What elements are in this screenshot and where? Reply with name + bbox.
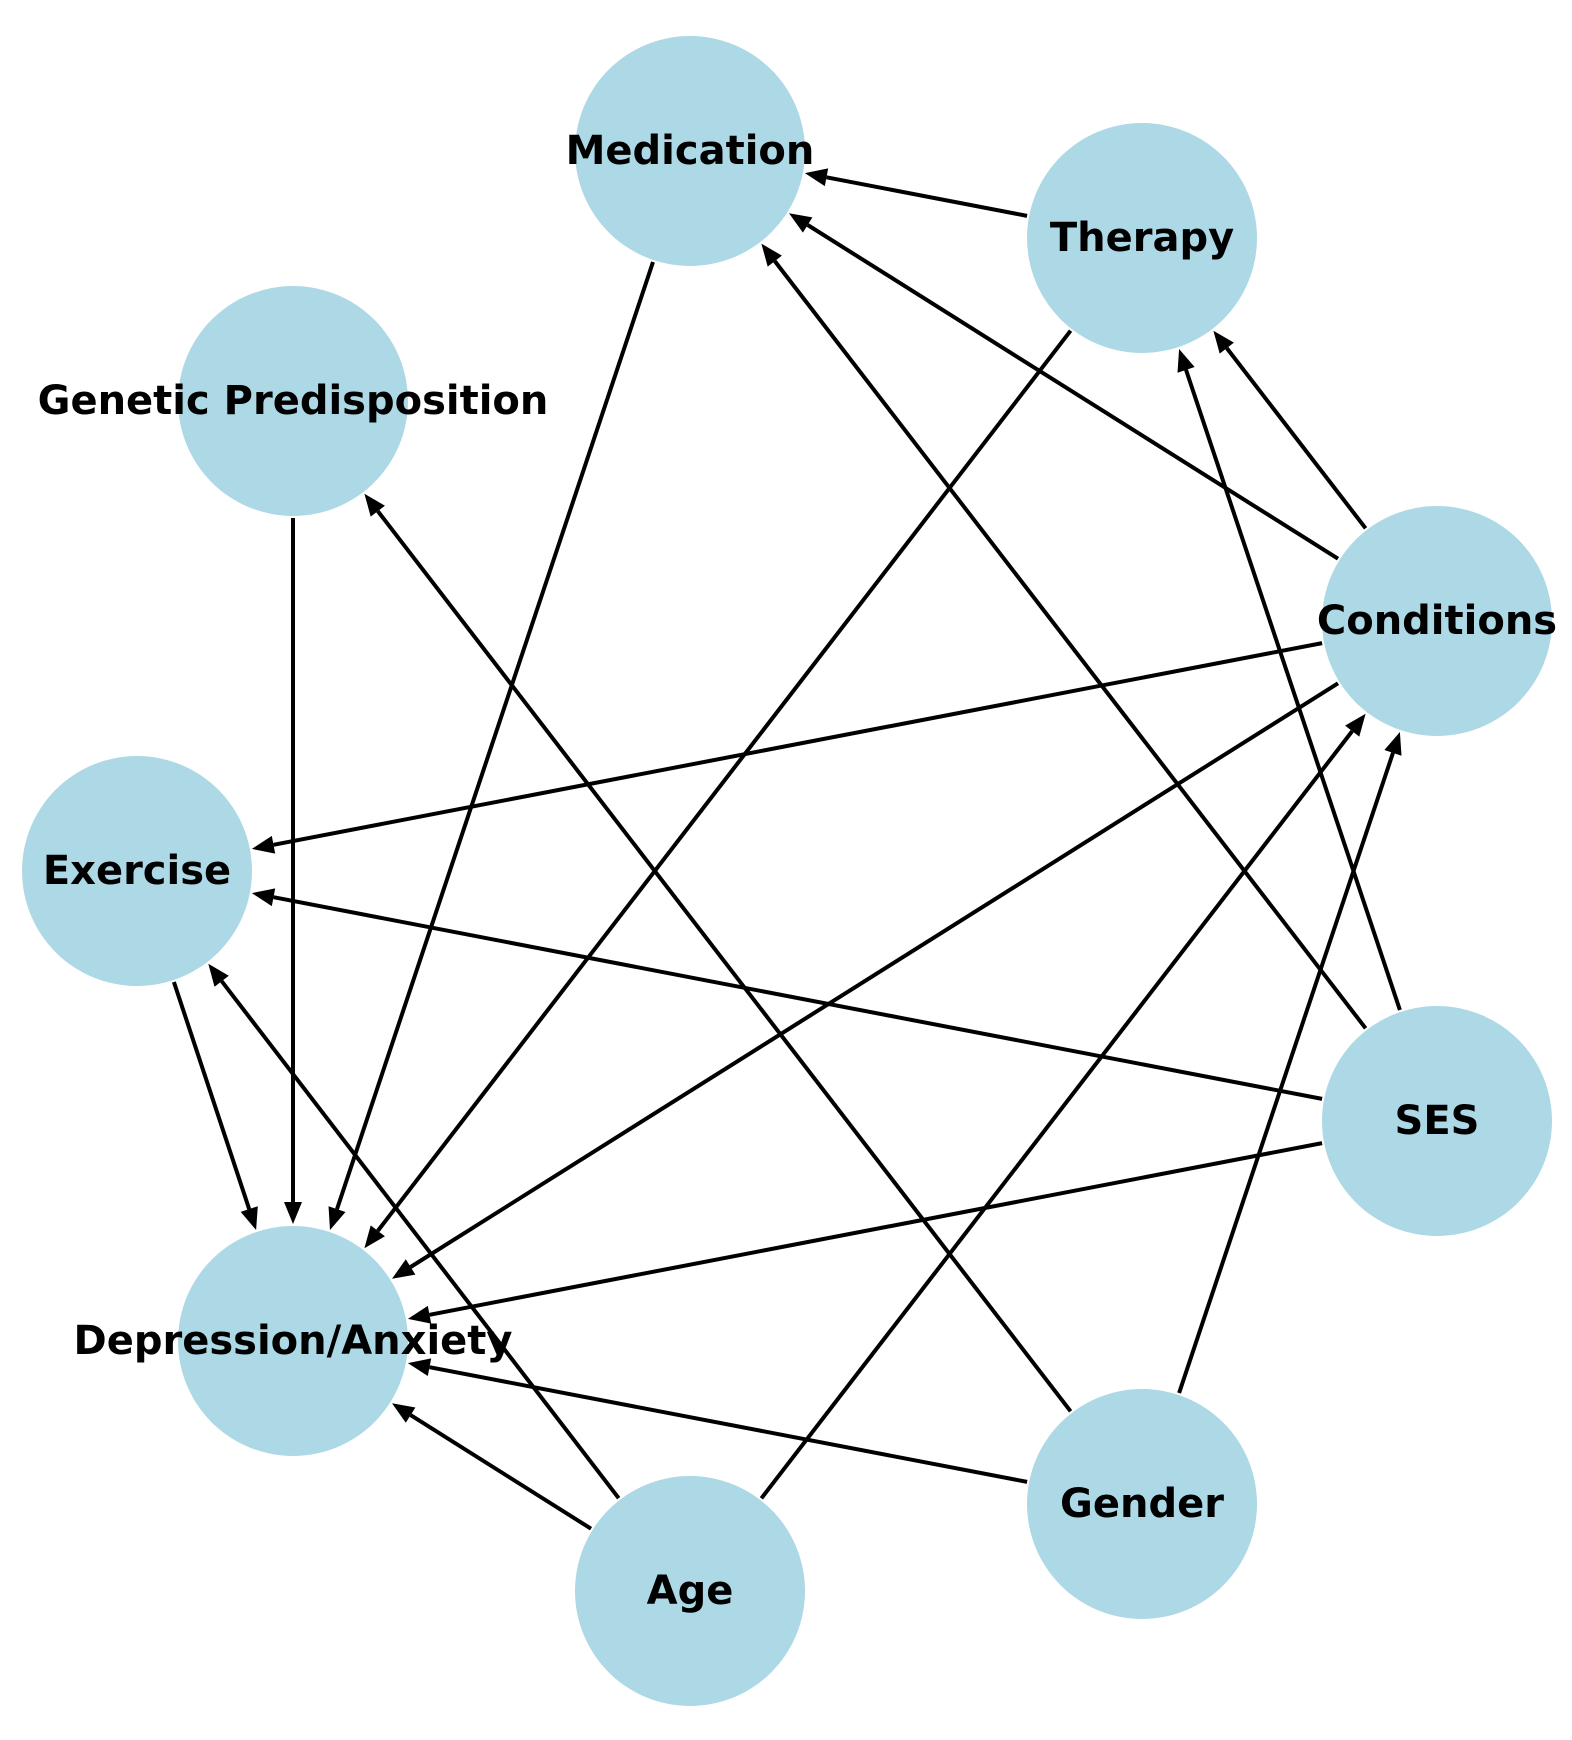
edge-line — [335, 261, 655, 1210]
edge-ses-to-therapy — [1177, 349, 1402, 1011]
edge-age-to-depression — [392, 1403, 593, 1531]
edge-ses-to-medication — [761, 243, 1368, 1030]
edge-line — [409, 681, 1340, 1269]
node-circle — [22, 756, 252, 986]
node-label: Age — [647, 1568, 734, 1614]
node-depression: Depression/Anxiety — [74, 1226, 513, 1456]
edge-line — [220, 979, 621, 1500]
edge-conditions-to-depression — [392, 681, 1340, 1279]
node-label: Exercise — [43, 848, 231, 894]
arrowhead-icon — [251, 835, 276, 854]
edge-gender-to-depression — [407, 1358, 1028, 1484]
edge-line — [1184, 369, 1402, 1011]
edge-line — [759, 729, 1354, 1500]
edge-gender-to-conditions — [1177, 732, 1402, 1394]
node-circle — [178, 1226, 408, 1456]
arrowhead-icon — [1384, 732, 1402, 756]
edge-line — [773, 259, 1368, 1030]
arrowhead-icon — [208, 963, 229, 987]
edge-gender-to-genetic — [364, 493, 1073, 1413]
node-circle — [1027, 1389, 1257, 1619]
node-circle — [1322, 1006, 1552, 1236]
node-circle — [1027, 123, 1257, 353]
edge-line — [1225, 346, 1368, 530]
node-age: Age — [575, 1476, 805, 1706]
edges-layer — [172, 168, 1402, 1531]
arrowhead-icon — [1345, 713, 1366, 737]
edge-line — [806, 223, 1340, 561]
node-genetic: Genetic Predisposition — [38, 286, 549, 516]
edge-line — [429, 1365, 1028, 1484]
edge-line — [409, 1413, 593, 1531]
arrowhead-icon — [1177, 349, 1195, 373]
node-label: Depression/Anxiety — [74, 1318, 513, 1364]
arrowhead-icon — [251, 888, 276, 907]
edge-line — [376, 509, 1073, 1413]
arrowhead-icon — [392, 1403, 416, 1423]
edge-line — [826, 175, 1028, 218]
edge-conditions-to-therapy — [1213, 330, 1368, 530]
edge-line — [429, 1141, 1323, 1317]
edge-medication-to-depression — [328, 261, 655, 1230]
arrowhead-icon — [1213, 330, 1234, 354]
arrowhead-icon — [240, 1206, 258, 1230]
node-label: Gender — [1060, 1481, 1224, 1527]
arrowhead-icon — [789, 213, 813, 233]
arrowhead-icon — [364, 1225, 385, 1249]
node-circle — [178, 286, 408, 516]
node-circle — [575, 1476, 805, 1706]
arrowhead-icon — [284, 1202, 302, 1224]
edge-age-to-exercise — [208, 963, 621, 1500]
node-therapy: Therapy — [1027, 123, 1257, 353]
node-circle — [1322, 506, 1552, 736]
arrowhead-icon — [761, 243, 782, 267]
edge-therapy-to-depression — [364, 329, 1073, 1249]
arrowhead-icon — [407, 1305, 432, 1324]
arrowhead-icon — [364, 493, 385, 517]
arrowhead-icon — [392, 1259, 416, 1279]
edge-genetic-to-depression — [284, 518, 302, 1224]
node-circle — [575, 36, 805, 266]
node-gender: Gender — [1027, 1389, 1257, 1619]
edge-exercise-to-depression — [172, 981, 258, 1230]
node-label: Therapy — [1050, 215, 1234, 261]
edge-line — [273, 895, 1323, 1101]
edge-conditions-to-exercise — [251, 641, 1323, 854]
edge-line — [376, 329, 1073, 1233]
edge-ses-to-exercise — [251, 888, 1323, 1101]
arrowhead-icon — [328, 1206, 346, 1230]
nodes-layer: Medication Therapy Genetic Predisposition C… — [22, 36, 1557, 1706]
node-label: Medication — [566, 128, 815, 174]
edge-therapy-to-medication — [804, 168, 1028, 218]
edge-line — [1177, 752, 1395, 1394]
node-ses: SES — [1322, 1006, 1552, 1236]
edge-line — [273, 641, 1323, 847]
node-medication: Medication — [566, 36, 815, 266]
node-label: Genetic Predisposition — [38, 378, 549, 424]
arrowhead-icon — [407, 1358, 432, 1376]
edge-line — [172, 981, 252, 1210]
node-conditions: Conditions — [1317, 506, 1557, 736]
node-exercise: Exercise — [22, 756, 252, 986]
edge-ses-to-depression — [407, 1141, 1323, 1324]
edge-age-to-conditions — [759, 713, 1366, 1500]
node-label: SES — [1395, 1098, 1480, 1144]
edge-conditions-to-medication — [789, 213, 1340, 561]
arrowhead-icon — [804, 168, 829, 187]
node-label: Conditions — [1317, 598, 1557, 644]
